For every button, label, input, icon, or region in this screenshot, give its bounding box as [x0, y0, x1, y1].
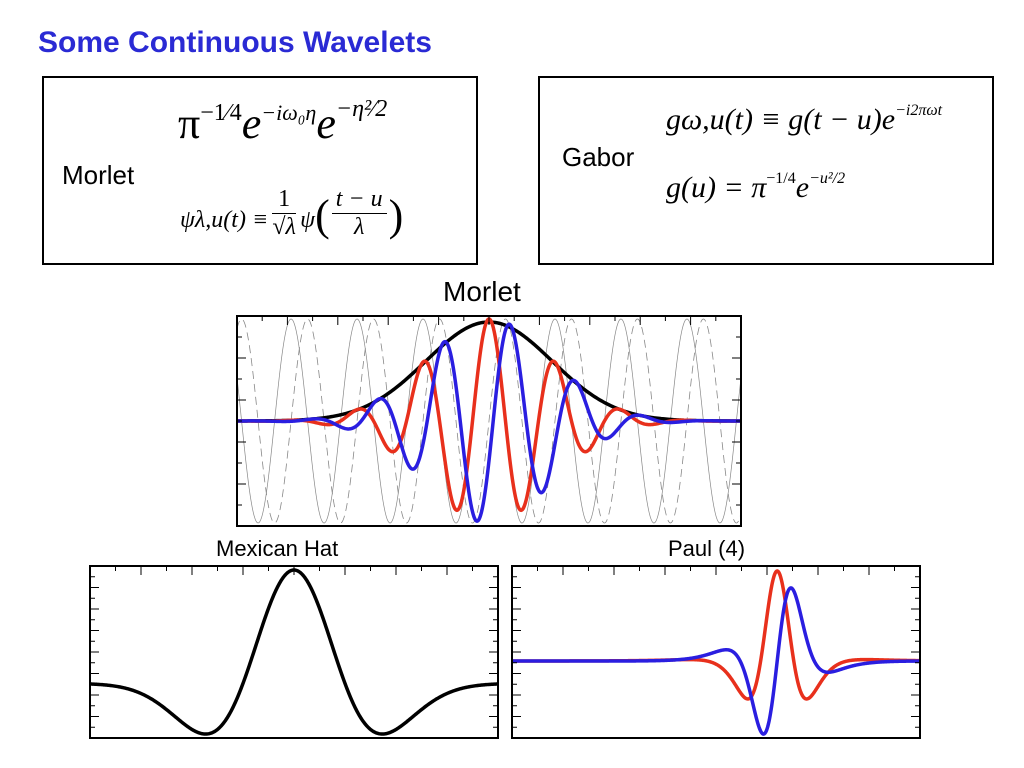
- gabor-formula-2: g(u) = π−1/4e−u²/2: [666, 170, 846, 204]
- gabor-formula-box: Gabor gω,u(t) ≡ g(t − u)e−i2πωt g(u) = π…: [538, 76, 994, 265]
- envelope-line: [236, 320, 742, 423]
- gabor-box-label: Gabor: [562, 142, 635, 172]
- real-part-line: [237, 317, 741, 513]
- imag-part-line: [236, 322, 742, 523]
- morlet-main-formula: π−1⁄4e−iω₀ηe−η²⁄2: [178, 96, 388, 148]
- paul-plot-title: Paul (4): [668, 536, 746, 561]
- mexican-hat-plot: [89, 565, 499, 739]
- morlet-box-label: Morlet: [62, 160, 135, 190]
- paul-imag-line: [512, 586, 920, 736]
- mexican-hat-line: [89, 568, 499, 736]
- mexican-hat-plot-title: Mexican Hat: [216, 536, 339, 561]
- gabor-formula-1: gω,u(t) ≡ g(t − u)e−i2πωt: [666, 102, 943, 136]
- carrier-sin-line: [236, 318, 742, 524]
- plot-frame: [89, 565, 499, 739]
- morlet-plot-title: Morlet: [443, 276, 521, 307]
- morlet-def-formula: ψλ,u(t) ≡ 1 √λ ψ ( t − u λ ): [180, 186, 404, 240]
- paul-real-line: [512, 569, 921, 701]
- slide-title: Some Continuous Wavelets: [38, 26, 432, 59]
- paul-plot: [511, 565, 921, 739]
- morlet-plot: [236, 315, 742, 527]
- morlet-formula-box: Morlet π−1⁄4e−iω₀ηe−η²⁄2 ψλ,u(t) ≡ 1 √λ …: [42, 76, 478, 265]
